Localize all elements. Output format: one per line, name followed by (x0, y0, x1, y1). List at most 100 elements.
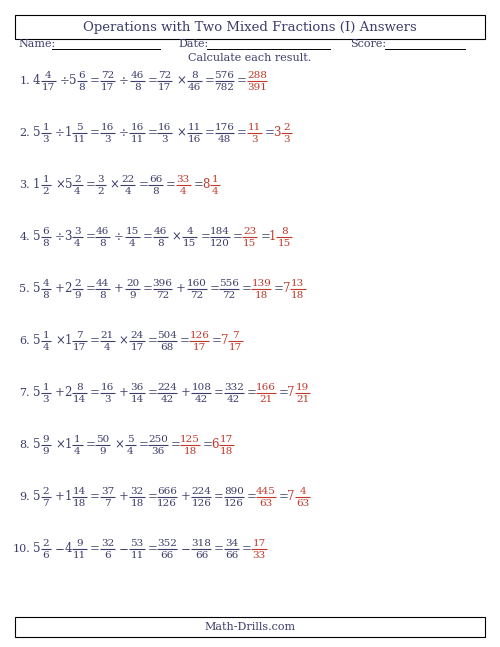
Text: ×: × (119, 334, 128, 347)
Text: 1: 1 (42, 331, 49, 340)
Text: =: = (242, 283, 252, 296)
Text: 63: 63 (296, 498, 309, 507)
Text: 352: 352 (157, 538, 177, 547)
Text: 391: 391 (247, 83, 266, 91)
Text: =: = (278, 386, 288, 399)
Text: 8: 8 (202, 179, 210, 192)
Text: 7: 7 (288, 490, 295, 503)
Text: 2: 2 (283, 122, 290, 131)
Text: =: = (274, 283, 284, 296)
Text: 68: 68 (160, 342, 173, 351)
Text: 6: 6 (212, 439, 219, 452)
Text: 224: 224 (157, 382, 177, 391)
Text: =: = (237, 74, 247, 87)
Text: 5: 5 (76, 122, 83, 131)
Text: 139: 139 (252, 278, 272, 287)
Text: 18: 18 (255, 291, 268, 300)
Text: 50: 50 (96, 435, 110, 443)
Text: 17: 17 (220, 435, 234, 443)
Text: =: = (278, 490, 288, 503)
Text: 1: 1 (64, 127, 72, 140)
Text: 46: 46 (154, 226, 167, 236)
Text: 66: 66 (225, 551, 238, 560)
Text: 18: 18 (220, 446, 234, 455)
Text: ÷: ÷ (119, 74, 128, 87)
Text: 16: 16 (188, 135, 201, 144)
Text: 184: 184 (210, 226, 230, 236)
Text: 3: 3 (283, 135, 290, 144)
Text: 7: 7 (288, 386, 295, 399)
Text: 556: 556 (219, 278, 239, 287)
Text: 9: 9 (100, 446, 106, 455)
Text: 504: 504 (157, 331, 177, 340)
Text: 250: 250 (148, 435, 168, 443)
Text: 2.: 2. (20, 128, 30, 138)
Text: 445: 445 (256, 487, 276, 496)
Text: 3: 3 (74, 226, 80, 236)
Text: 15: 15 (244, 239, 256, 248)
Text: 5.: 5. (20, 284, 30, 294)
Text: =: = (86, 439, 96, 452)
Text: 14: 14 (73, 395, 86, 404)
Text: 3: 3 (251, 135, 258, 144)
Text: 8: 8 (281, 226, 287, 236)
Text: =: = (90, 386, 100, 399)
Text: +: + (181, 386, 190, 399)
Text: 8: 8 (157, 239, 164, 248)
Text: ×: × (172, 230, 181, 243)
Text: 3: 3 (274, 127, 281, 140)
Text: 8: 8 (152, 186, 159, 195)
Text: 11: 11 (73, 135, 86, 144)
Text: 9: 9 (74, 291, 80, 300)
Text: =: = (86, 230, 96, 243)
Text: =: = (170, 439, 180, 452)
Text: 8: 8 (134, 83, 140, 91)
Text: 4: 4 (33, 74, 40, 87)
Text: =: = (246, 490, 256, 503)
Text: ×: × (55, 334, 65, 347)
Text: =: = (90, 127, 100, 140)
Text: 7: 7 (283, 283, 290, 296)
Text: 126: 126 (224, 498, 244, 507)
Text: 11: 11 (188, 122, 201, 131)
Text: 3: 3 (97, 175, 104, 184)
Text: +: + (181, 490, 190, 503)
Text: 6: 6 (78, 71, 86, 80)
Text: ×: × (55, 179, 65, 192)
Text: ×: × (55, 439, 65, 452)
Text: 18: 18 (130, 498, 143, 507)
Text: 2: 2 (74, 175, 80, 184)
Bar (15, 15, 485, 39)
Text: 7: 7 (104, 498, 110, 507)
Text: 1: 1 (42, 382, 49, 391)
Text: 24: 24 (130, 331, 143, 340)
Text: 18: 18 (73, 498, 86, 507)
Text: Math-Drills.com: Math-Drills.com (204, 622, 296, 632)
Text: 6.: 6. (20, 336, 30, 346)
Text: Date:: Date: (178, 39, 208, 49)
Text: 23: 23 (244, 226, 256, 236)
Text: 1: 1 (269, 230, 276, 243)
Text: 17: 17 (130, 342, 143, 351)
Text: 8: 8 (78, 83, 86, 91)
Text: 16: 16 (101, 382, 114, 391)
Text: 4: 4 (186, 226, 193, 236)
Text: 576: 576 (214, 71, 234, 80)
Text: +: + (119, 386, 128, 399)
Text: 396: 396 (152, 278, 172, 287)
Text: =: = (214, 490, 224, 503)
Text: 4: 4 (104, 342, 110, 351)
Text: 782: 782 (214, 83, 234, 91)
Text: Calculate each result.: Calculate each result. (188, 53, 312, 63)
Text: =: = (90, 74, 100, 87)
Text: 6: 6 (42, 226, 49, 236)
Text: =: = (265, 127, 275, 140)
Text: 63: 63 (260, 498, 272, 507)
Text: 7: 7 (232, 331, 239, 340)
Text: 16: 16 (158, 122, 172, 131)
Text: 16: 16 (130, 122, 143, 131)
Text: 72: 72 (101, 71, 114, 80)
Text: 4: 4 (74, 239, 80, 248)
Text: 5: 5 (33, 334, 40, 347)
Text: 66: 66 (149, 175, 162, 184)
